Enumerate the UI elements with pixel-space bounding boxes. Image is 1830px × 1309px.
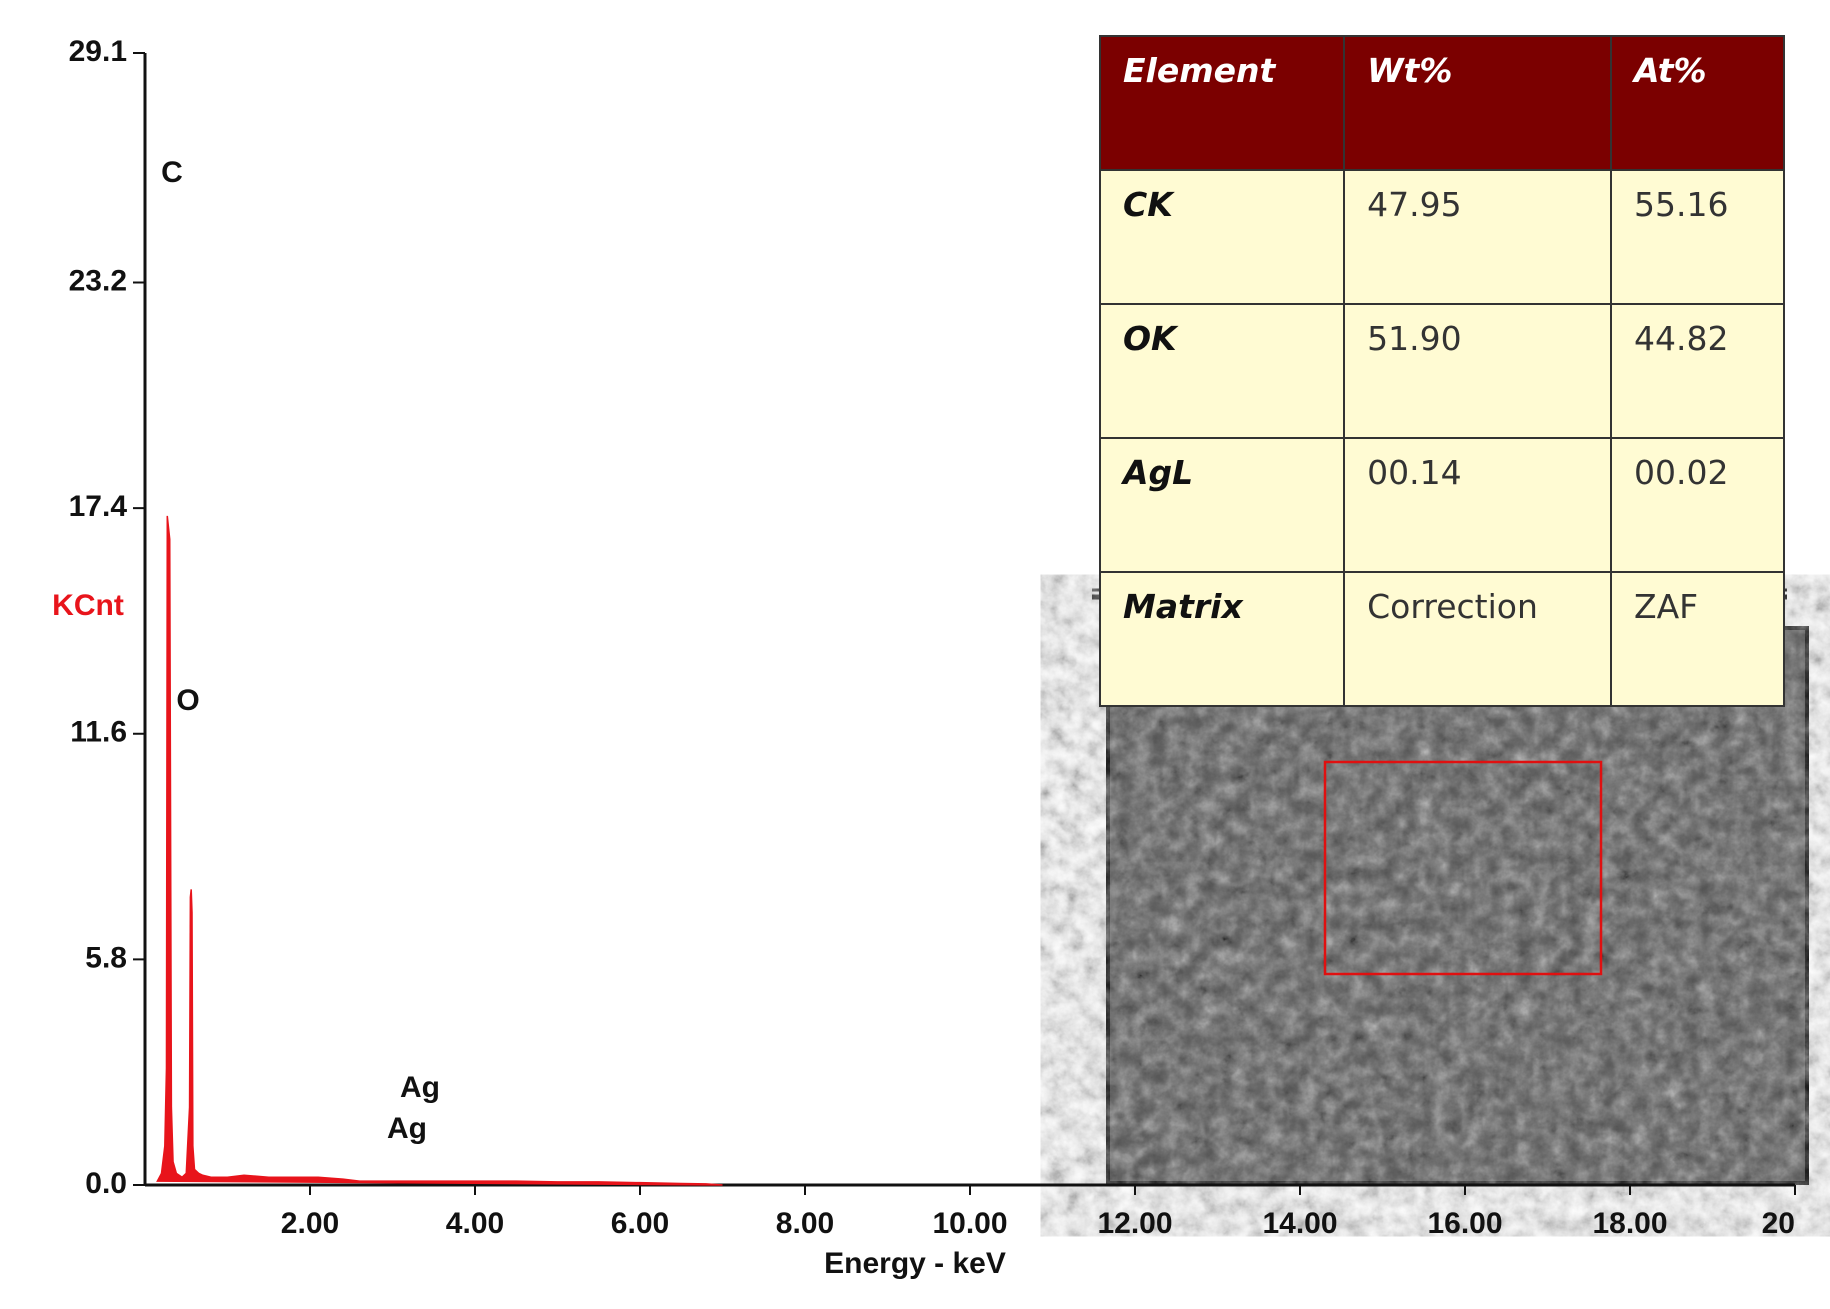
y-tick-label: 23.2 <box>69 264 127 297</box>
table-header: Element Wt% At% <box>1098 35 1785 171</box>
peak-label: O <box>176 684 199 717</box>
table-cell: Correction <box>1343 571 1612 707</box>
table-cell: 44.82 <box>1610 303 1785 439</box>
peak-label: Ag <box>400 1071 440 1104</box>
table-row: AgL 00.14 00.02 <box>1098 437 1785 573</box>
table-cell: 51.90 <box>1343 303 1612 439</box>
y-tick-label: 0.0 <box>85 1167 127 1200</box>
table-row: CK 47.95 55.16 <box>1098 169 1785 305</box>
y-tick-label: 29.1 <box>69 35 127 68</box>
table-cell: OK <box>1098 303 1346 439</box>
x-tick-label: 20 <box>1762 1207 1795 1240</box>
table-cell: 00.02 <box>1610 437 1785 573</box>
table-cell: 00.14 <box>1343 437 1612 573</box>
table-cell: Matrix <box>1098 571 1346 707</box>
sem-image <box>1106 626 1809 1185</box>
x-tick-label: 2.00 <box>281 1207 339 1240</box>
composition-table: Element Wt% At% CK 47.95 55.16 OK 51.90 44.82 AgL… <box>1098 35 1785 707</box>
spectrum <box>156 515 723 1186</box>
table-cell: ZAF <box>1610 571 1785 707</box>
x-tick-label: 4.00 <box>446 1207 504 1240</box>
sem-selection <box>1323 760 1603 976</box>
header-cell: At% <box>1610 35 1785 171</box>
x-tick-label: 14.00 <box>1262 1207 1337 1240</box>
y-tick-label: 11.6 <box>70 716 127 749</box>
header-cell: Wt% <box>1343 35 1612 171</box>
peak-label: C <box>161 156 183 189</box>
y-tick-label: 5.8 <box>85 941 127 974</box>
x-tick-label: 6.00 <box>611 1207 669 1240</box>
table-cell: 55.16 <box>1610 169 1785 305</box>
table-cell: CK <box>1098 169 1346 305</box>
y-axis-label: KCnt <box>52 589 124 622</box>
x-axis-label: Energy - keV <box>824 1247 1006 1280</box>
table-cell: AgL <box>1098 437 1346 573</box>
table-cell: 47.95 <box>1343 169 1612 305</box>
x-tick-label: 18.00 <box>1592 1207 1667 1240</box>
x-tick-label: 16.00 <box>1427 1207 1502 1240</box>
header-cell: Element <box>1098 35 1346 171</box>
peak-label: Ag <box>387 1112 427 1145</box>
sem-texture <box>1110 630 1805 1181</box>
x-tick-label: 10.00 <box>932 1207 1007 1240</box>
x-tick-label: 8.00 <box>776 1207 834 1240</box>
y-tick-label: 17.4 <box>69 490 128 523</box>
table-row: Matrix Correction ZAF <box>1098 571 1785 707</box>
x-tick-label: 12.00 <box>1097 1207 1172 1240</box>
table-row: OK 51.90 44.82 <box>1098 303 1785 439</box>
